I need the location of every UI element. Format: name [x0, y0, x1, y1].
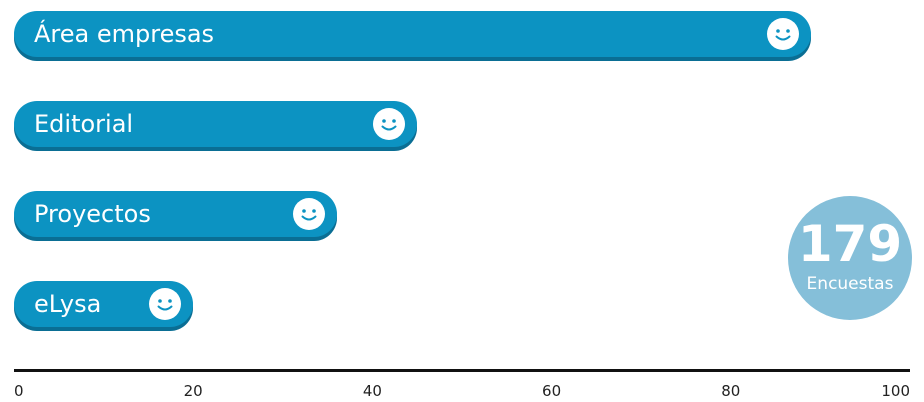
x-axis-line [14, 369, 910, 372]
x-tick-label-0: 0 [14, 382, 24, 400]
smiley-icon [767, 18, 800, 50]
total-surveys-label: Encuestas [806, 274, 894, 294]
bar-label-2: Proyectos [34, 200, 151, 228]
x-tick-label-4: 80 [721, 382, 741, 400]
total-surveys-badge: 179 Encuestas [788, 196, 912, 320]
x-tick-label-5: 100 [881, 382, 910, 400]
x-tick-label-2: 40 [362, 382, 382, 400]
smiley-icon [292, 198, 325, 230]
bar-2: Proyectos [14, 191, 337, 237]
x-tick-label-3: 60 [542, 382, 562, 400]
smiley-icon [373, 108, 406, 140]
bar-3: eLysa [14, 281, 194, 327]
bar-1: Editorial [14, 101, 418, 147]
bar-label-1: Editorial [34, 110, 134, 138]
bar-0: Área empresas [14, 11, 812, 57]
bar-label-0: Área empresas [34, 20, 215, 48]
bar-label-3: eLysa [34, 290, 102, 318]
smiley-icon [149, 288, 182, 320]
total-surveys-value: 179 [797, 215, 903, 273]
x-tick-label-1: 20 [183, 382, 203, 400]
